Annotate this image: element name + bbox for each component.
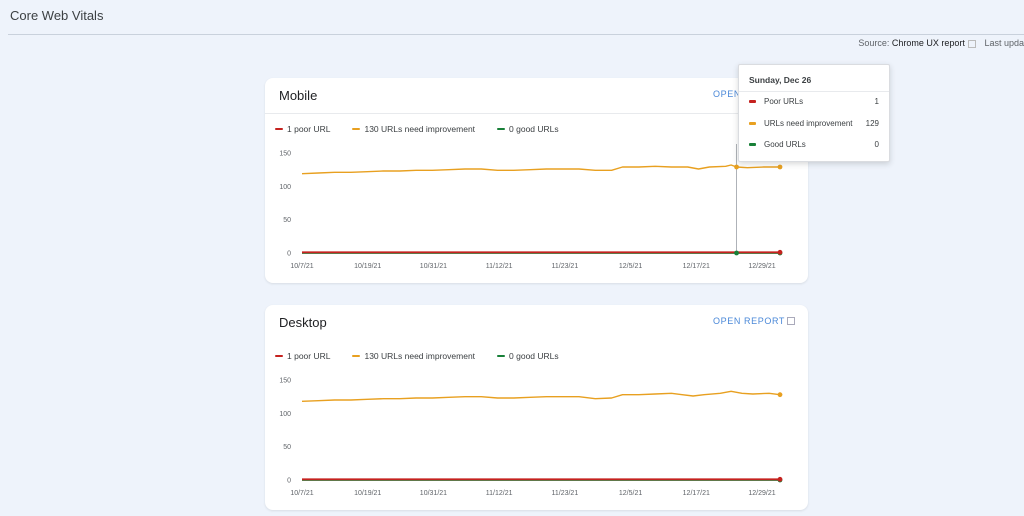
hover-point-good bbox=[734, 250, 739, 256]
card-title-mobile: Mobile bbox=[279, 88, 318, 103]
legend-label-needs-improvement: 130 URLs need improvement bbox=[364, 351, 476, 361]
series-line-needs bbox=[301, 390, 781, 402]
tooltip-label-good: Good URLs bbox=[764, 140, 806, 149]
title-divider bbox=[8, 34, 1024, 35]
legend-item-needs-improvement[interactable]: 130 URLs need improvement bbox=[352, 124, 475, 134]
tooltip-row-good: Good URLs 0 bbox=[749, 140, 879, 149]
legend-swatch-needs-improvement bbox=[352, 354, 361, 358]
y-tick-label: 0 bbox=[287, 478, 291, 485]
source-link[interactable]: Chrome UX report bbox=[891, 38, 965, 48]
desktop-card: Desktop OPEN REPORT 1 poor URL 130 URLs … bbox=[265, 305, 808, 510]
tooltip-value-poor: 1 bbox=[874, 97, 879, 106]
x-tick-label: 10/19/21 bbox=[354, 263, 381, 270]
y-tick-label: 50 bbox=[283, 217, 291, 224]
legend-label-needs-improvement: 130 URLs need improvement bbox=[364, 124, 476, 134]
series-end-point-poor bbox=[777, 476, 783, 482]
legend-item-needs-improvement[interactable]: 130 URLs need improvement bbox=[352, 351, 475, 361]
tooltip-value-needs-improvement: 129 bbox=[865, 119, 879, 128]
legend-item-good[interactable]: 0 good URLs bbox=[497, 124, 559, 134]
open-report-label: OPEN REPORT bbox=[713, 316, 785, 326]
series-end-point-needs bbox=[777, 392, 783, 398]
mobile-card: Mobile OPEN REPORT 1 poor URL 130 URLs n… bbox=[265, 78, 808, 283]
hover-point-needs bbox=[734, 164, 739, 170]
tooltip-row-needs-improvement: URLs need improvement 129 bbox=[749, 119, 879, 128]
chart-legend-mobile: 1 poor URL 130 URLs need improvement 0 g… bbox=[275, 124, 581, 134]
x-tick-label: 11/23/21 bbox=[551, 263, 578, 270]
y-tick-label: 50 bbox=[283, 444, 291, 451]
y-tick-label: 150 bbox=[279, 378, 291, 385]
report-meta: Source: Chrome UX report Last upda bbox=[858, 38, 1024, 48]
legend-swatch-poor bbox=[275, 354, 283, 358]
tooltip-swatch-needs-improvement bbox=[749, 122, 756, 125]
tooltip-label-poor: Poor URLs bbox=[764, 97, 804, 106]
series-end-point-needs bbox=[777, 164, 783, 170]
legend-label-poor: 1 poor URL bbox=[287, 351, 331, 361]
tooltip-label-needs-improvement: URLs need improvement bbox=[764, 119, 853, 128]
last-updated-label: Last upda bbox=[984, 38, 1024, 48]
x-tick-label: 11/23/21 bbox=[551, 490, 578, 497]
desktop-line-chart[interactable]: 0 50 100 150 10/7/21 10/19/21 10/31/21 11/12/21… bbox=[265, 371, 808, 510]
legend-label-good: 0 good URLs bbox=[509, 124, 559, 134]
legend-item-good[interactable]: 0 good URLs bbox=[497, 351, 559, 361]
source-label: Source: bbox=[858, 38, 890, 48]
x-tick-label: 12/5/21 bbox=[619, 263, 642, 270]
tooltip-swatch-poor bbox=[749, 100, 756, 103]
page-title: Core Web Vitals bbox=[10, 8, 104, 23]
card-title-desktop: Desktop bbox=[279, 315, 327, 330]
external-link-icon[interactable] bbox=[967, 39, 976, 48]
legend-swatch-good bbox=[497, 127, 506, 131]
x-tick-label: 12/17/21 bbox=[683, 263, 710, 270]
open-report-button-desktop[interactable]: OPEN REPORT bbox=[713, 316, 795, 326]
mobile-line-chart[interactable]: 0 50 100 150 10/7/21 10/19/21 10/31/21 11/12/21… bbox=[265, 144, 808, 283]
card-divider bbox=[265, 113, 808, 114]
y-tick-label: 0 bbox=[287, 251, 291, 258]
tooltip-date: Sunday, Dec 26 bbox=[749, 75, 812, 85]
legend-label-good: 0 good URLs bbox=[509, 351, 559, 361]
x-tick-label: 10/7/21 bbox=[290, 263, 313, 270]
x-tick-label: 12/29/21 bbox=[748, 263, 775, 270]
legend-swatch-poor bbox=[275, 127, 283, 131]
x-tick-label: 10/19/21 bbox=[354, 490, 381, 497]
legend-swatch-good bbox=[497, 354, 506, 358]
legend-swatch-needs-improvement bbox=[352, 127, 361, 131]
x-tick-label: 12/29/21 bbox=[748, 490, 775, 497]
series-end-point-poor bbox=[777, 249, 783, 255]
y-tick-label: 100 bbox=[279, 411, 291, 418]
x-tick-label: 11/12/21 bbox=[486, 263, 513, 270]
tooltip-value-good: 0 bbox=[874, 140, 879, 149]
legend-item-poor[interactable]: 1 poor URL bbox=[275, 124, 330, 134]
x-tick-label: 10/31/21 bbox=[420, 490, 447, 497]
legend-label-poor: 1 poor URL bbox=[287, 124, 331, 134]
external-link-icon bbox=[787, 317, 795, 325]
x-tick-label: 12/17/21 bbox=[683, 490, 710, 497]
x-tick-label: 12/5/21 bbox=[619, 490, 642, 497]
legend-item-poor[interactable]: 1 poor URL bbox=[275, 351, 330, 361]
x-tick-label: 10/7/21 bbox=[290, 490, 313, 497]
y-tick-label: 150 bbox=[279, 151, 291, 158]
x-tick-label: 10/31/21 bbox=[420, 263, 447, 270]
x-tick-label: 11/12/21 bbox=[486, 490, 513, 497]
tooltip-row-poor: Poor URLs 1 bbox=[749, 97, 879, 106]
y-tick-label: 100 bbox=[279, 184, 291, 191]
chart-tooltip: Sunday, Dec 26 Poor URLs 1 URLs need imp… bbox=[738, 64, 890, 162]
tooltip-swatch-good bbox=[749, 143, 756, 146]
chart-legend-desktop: 1 poor URL 130 URLs need improvement 0 g… bbox=[275, 351, 581, 361]
tooltip-divider bbox=[739, 91, 889, 92]
series-line-needs bbox=[301, 164, 780, 175]
